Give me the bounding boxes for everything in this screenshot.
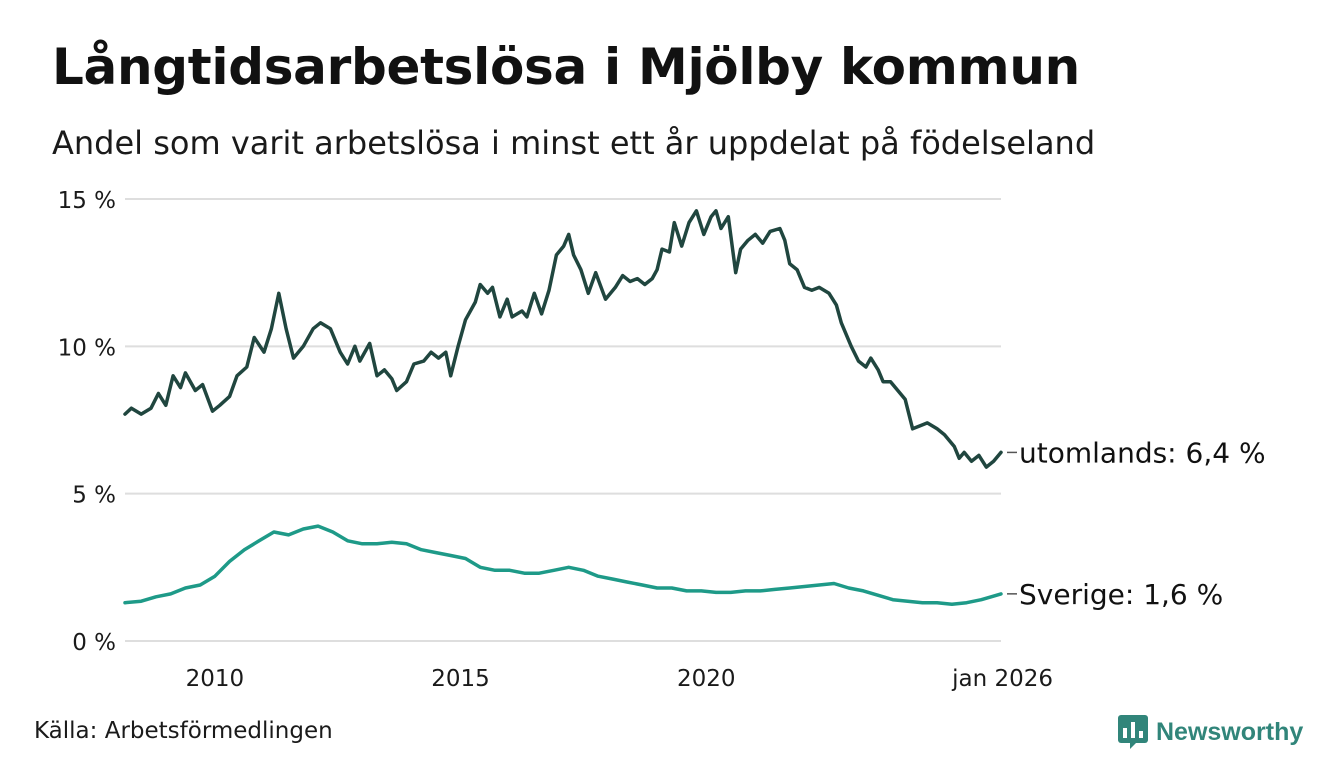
y-tick-label: 15 % [58, 188, 116, 214]
end-labels: utomlands: 6,4 % Sverige: 1,6 % [1007, 436, 1266, 611]
x-tick-label: 2015 [431, 666, 490, 692]
grid-lines [125, 198, 1001, 642]
source-note: Källa: Arbetsförmedlingen [34, 718, 333, 744]
series-line-utomlands [123, 209, 1003, 469]
y-tick-label: 0 % [72, 630, 116, 656]
y-axis-ticks: 0 % 5 % 10 % 15 % [58, 188, 116, 656]
newsworthy-logo[interactable]: Newsworthy [1118, 712, 1303, 752]
series-lines [123, 209, 1003, 606]
chart-subtitle: Andel som varit arbetslösa i minst ett å… [52, 124, 1096, 162]
x-tick-label: 2010 [186, 666, 245, 692]
end-label-sverige: Sverige: 1,6 % [1019, 578, 1223, 611]
end-label-utomlands: utomlands: 6,4 % [1019, 436, 1266, 469]
y-tick-label: 5 % [72, 483, 116, 509]
x-tick-label: jan 2026 [951, 666, 1053, 692]
x-axis-ticks: 2010 2015 2020 jan 2026 [186, 666, 1053, 692]
brand-name: Newsworthy [1156, 717, 1304, 746]
x-tick-label: 2020 [677, 666, 736, 692]
series-line-sverige [123, 524, 1003, 606]
y-tick-label: 10 % [58, 335, 116, 361]
bar-chart-icon [1118, 715, 1148, 749]
chart-title: Långtidsarbetslösa i Mjölby kommun [52, 38, 1080, 96]
